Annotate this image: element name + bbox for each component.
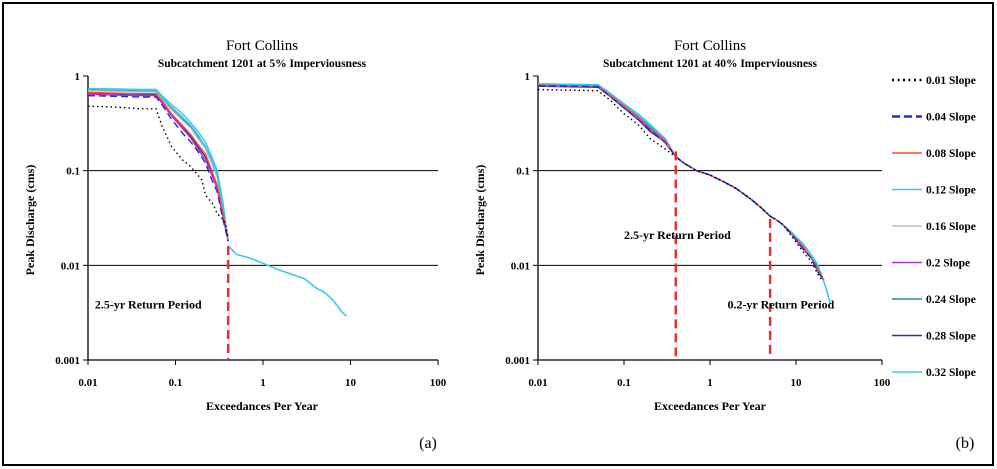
- panel-b-xlabel: Exceedances Per Year: [654, 399, 767, 413]
- panel-b-y-tick-label: 0.01: [511, 260, 530, 272]
- legend: 0.01 Slope 0.04 Slope 0.08 Slope 0.12 Slope…: [892, 75, 976, 379]
- legend-label: 0.2 Slope: [926, 258, 970, 270]
- panel-b-series-0-16-slope: [538, 85, 824, 280]
- panel-b-y-tick-label: 0.001: [505, 355, 530, 367]
- panel-a-y-tick-label: 0.01: [61, 260, 80, 272]
- panel-b-x-tick-label: 1: [707, 377, 713, 389]
- panel-a-x-tick-label: 1: [260, 377, 266, 389]
- panel-a-y-tick-label: 0.1: [66, 166, 80, 178]
- panel-a-series-0-01-slope: [88, 106, 228, 237]
- panel-b-label: (b): [956, 435, 975, 452]
- panel-b-series-0-04-slope: [538, 86, 824, 280]
- panel-a-axes: [88, 76, 438, 360]
- panel-b-series-0-12-slope: [538, 84, 830, 303]
- panel-b-ylabel: Peak Discharge (cms): [473, 165, 487, 276]
- panel-b-axes: [538, 76, 882, 360]
- panel-a-annotation: 2.5-yr Return Period: [95, 297, 202, 311]
- panel-b-x-tick-label: 10: [791, 377, 803, 389]
- panel-b-subtitle: Subcatchment 1201 at 40% Imperviousness: [603, 58, 818, 70]
- panel-b-y-tick-label: 1: [525, 71, 531, 83]
- panel-b-series-0-2-slope: [538, 86, 824, 280]
- legend-label: 0.08 Slope: [926, 148, 976, 160]
- panel-b-title: Fort Collins: [674, 38, 746, 54]
- panel-b-x-tick-label: 0.01: [528, 377, 547, 389]
- legend-label: 0.01 Slope: [926, 75, 976, 87]
- panel-b-series-0-28-slope: [538, 86, 824, 280]
- legend-label: 0.32 Slope: [926, 367, 976, 379]
- panel-a-x-tick-label: 0.1: [169, 377, 183, 389]
- panel-b-series-0-08-slope: [538, 85, 824, 280]
- panel-a-shared-tail: [228, 246, 346, 316]
- panel-a-title: Fort Collins: [226, 38, 298, 54]
- panel-b-x-tick-label: 0.1: [617, 377, 631, 389]
- panel-b-y-tick-label: 0.1: [516, 166, 530, 178]
- legend-label: 0.12 Slope: [926, 185, 976, 197]
- panel-b-annotation: 2.5-yr Return Period: [624, 228, 731, 242]
- panel-a-y-tick-label: 0.001: [55, 355, 80, 367]
- panel-a-label: (a): [419, 435, 437, 452]
- panel-b-annotation: 0.2-yr Return Period: [728, 297, 835, 311]
- panel-a-ylabel: Peak Discharge (cms): [23, 165, 37, 276]
- panel-a-x-tick-label: 0.01: [78, 377, 97, 389]
- legend-label: 0.04 Slope: [926, 112, 976, 124]
- panel-b-x-tick-label: 100: [874, 377, 891, 389]
- panel-b: Fort Collins Subcatchment 1201 at 40% Im…: [473, 38, 974, 452]
- legend-label: 0.24 Slope: [926, 294, 976, 306]
- panel-b-series-0-01-slope: [538, 90, 822, 281]
- panel-a-x-tick-label: 100: [430, 377, 447, 389]
- panel-a-subtitle: Subcatchment 1201 at 5% Imperviousness: [158, 58, 367, 70]
- panel-a-series-0-04-slope: [88, 96, 228, 242]
- legend-label: 0.28 Slope: [926, 331, 976, 343]
- panel-a-xlabel: Exceedances Per Year: [206, 399, 319, 413]
- panel-a-y-tick-label: 1: [75, 71, 81, 83]
- panel-b-series-0-32-slope: [538, 84, 830, 303]
- panel-b-series-0-24-slope: [538, 85, 824, 280]
- panel-a-x-tick-label: 10: [345, 377, 357, 389]
- legend-label: 0.16 Slope: [926, 221, 976, 233]
- panel-a: Fort Collins Subcatchment 1201 at 5% Imp…: [23, 38, 447, 452]
